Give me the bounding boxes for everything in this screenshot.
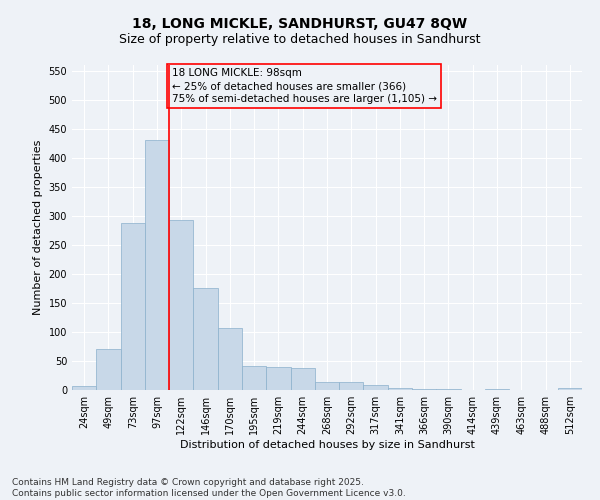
Bar (96, 350, 121, 390)
Bar (121, 223, 145, 390)
Text: 18 LONG MICKLE: 98sqm
← 25% of detached houses are smaller (366)
75% of semi-det: 18 LONG MICKLE: 98sqm ← 25% of detached … (172, 68, 437, 104)
Text: 18, LONG MICKLE, SANDHURST, GU47 8QW: 18, LONG MICKLE, SANDHURST, GU47 8QW (133, 18, 467, 32)
Bar (193, 288, 218, 390)
Bar (169, 220, 193, 390)
Bar (364, 386, 388, 390)
Bar (388, 388, 412, 390)
Bar (218, 328, 242, 390)
X-axis label: Distribution of detached houses by size in Sandhurst: Distribution of detached houses by size … (179, 440, 475, 450)
Bar (339, 382, 364, 390)
Bar (242, 366, 266, 390)
Text: Size of property relative to detached houses in Sandhurst: Size of property relative to detached ho… (119, 32, 481, 46)
Bar (266, 367, 290, 390)
Bar (558, 388, 582, 390)
Bar (72, 386, 96, 390)
Bar (290, 368, 315, 390)
Bar (145, 140, 169, 390)
Y-axis label: Number of detached properties: Number of detached properties (33, 140, 43, 315)
Bar (315, 382, 339, 390)
Text: Contains HM Land Registry data © Crown copyright and database right 2025.
Contai: Contains HM Land Registry data © Crown c… (12, 478, 406, 498)
